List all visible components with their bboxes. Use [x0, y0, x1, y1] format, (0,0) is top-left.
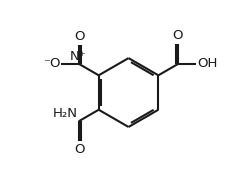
Text: H₂N: H₂N [53, 107, 78, 120]
Text: OH: OH [197, 57, 217, 70]
Text: ⁻O: ⁻O [43, 57, 60, 70]
Text: O: O [172, 29, 182, 42]
Text: O: O [75, 30, 85, 43]
Text: N⁺: N⁺ [70, 50, 86, 63]
Text: O: O [75, 143, 85, 156]
